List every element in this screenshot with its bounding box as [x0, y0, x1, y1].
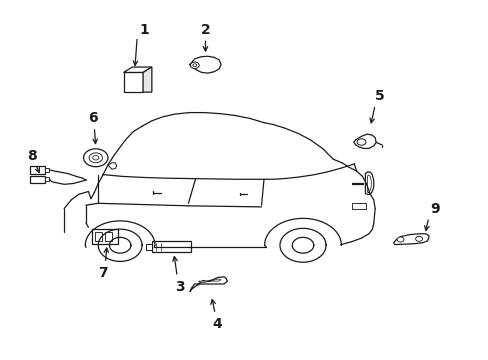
Text: 3: 3	[175, 280, 184, 294]
Polygon shape	[353, 134, 375, 148]
Bar	[44, 168, 49, 172]
Bar	[105, 232, 112, 241]
Text: 4: 4	[212, 317, 222, 331]
Bar	[351, 203, 366, 210]
Bar	[123, 72, 143, 92]
Bar	[30, 176, 44, 183]
Bar	[92, 229, 118, 244]
Circle shape	[93, 156, 99, 160]
Text: 1: 1	[140, 23, 149, 37]
Bar	[44, 177, 49, 181]
Circle shape	[356, 139, 365, 145]
Polygon shape	[189, 277, 227, 292]
Polygon shape	[143, 67, 152, 92]
Text: 8: 8	[27, 149, 37, 163]
Bar	[30, 166, 44, 174]
Polygon shape	[198, 279, 221, 283]
Circle shape	[192, 64, 196, 67]
Text: 7: 7	[98, 266, 108, 280]
Text: 5: 5	[374, 89, 384, 103]
Bar	[146, 244, 152, 249]
Polygon shape	[393, 234, 428, 244]
Polygon shape	[123, 67, 152, 72]
Text: 2: 2	[200, 23, 210, 37]
Polygon shape	[365, 172, 373, 194]
Circle shape	[415, 236, 422, 241]
Circle shape	[396, 237, 403, 242]
Polygon shape	[189, 56, 221, 73]
Bar	[95, 232, 102, 241]
Text: 6: 6	[88, 112, 98, 126]
Polygon shape	[108, 163, 117, 169]
Circle shape	[89, 153, 102, 163]
Bar	[152, 241, 190, 252]
Circle shape	[190, 62, 199, 68]
Text: 9: 9	[429, 202, 439, 216]
Circle shape	[83, 149, 108, 167]
